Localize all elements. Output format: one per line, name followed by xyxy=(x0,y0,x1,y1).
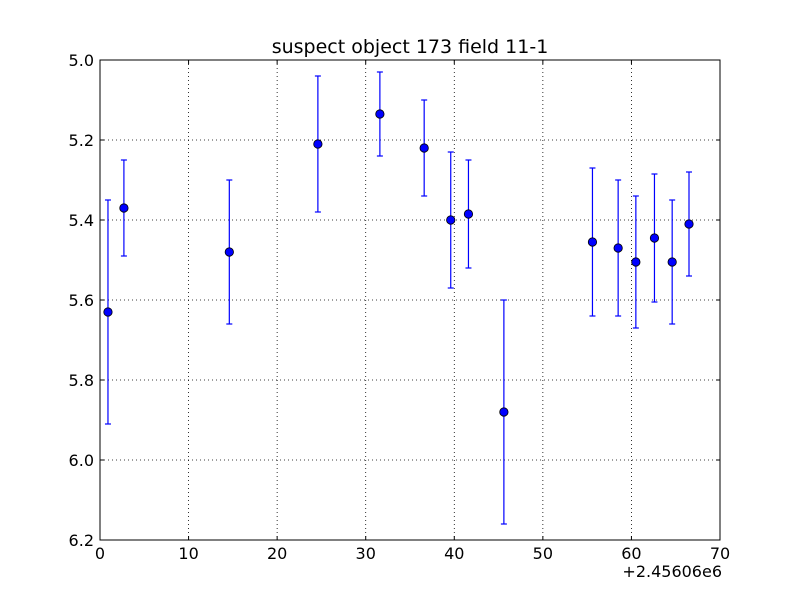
x-tick-label: 40 xyxy=(444,544,464,563)
y-tick-label: 5.8 xyxy=(69,371,94,390)
data-point xyxy=(313,139,323,149)
data-point xyxy=(446,215,456,225)
x-tick-label: 10 xyxy=(178,544,198,563)
x-tick-label: 0 xyxy=(95,544,105,563)
y-tick-label: 6.2 xyxy=(69,531,94,550)
data-point xyxy=(613,243,623,253)
y-tick-labels: 5.0 5.2 5.4 5.6 5.8 6.0 6.2 xyxy=(69,51,94,550)
data-point xyxy=(631,257,641,267)
ticks xyxy=(99,59,721,541)
data-point xyxy=(419,143,429,153)
data-point xyxy=(463,209,474,219)
grid xyxy=(100,60,720,540)
chart-title: suspect object 173 field 11-1 xyxy=(272,36,549,58)
x-tick-label: 60 xyxy=(621,544,641,563)
data-point xyxy=(224,247,234,257)
data-point xyxy=(119,203,129,213)
data-point xyxy=(587,237,598,247)
data-point xyxy=(499,407,509,417)
x-tick-label: 20 xyxy=(267,544,287,563)
data-points xyxy=(103,109,694,417)
x-tick-label: 30 xyxy=(356,544,376,563)
y-tick-label: 6.0 xyxy=(69,451,94,470)
data-point xyxy=(649,233,660,243)
data-point xyxy=(375,109,385,119)
y-tick-label: 5.6 xyxy=(69,291,94,310)
plot-area: 0 10 20 30 40 50 60 70 5.0 5.2 5.4 5.6 5.8 6.0 6.2 +2… xyxy=(69,51,731,581)
x-tick-label: 50 xyxy=(533,544,553,563)
y-tick-label: 5.4 xyxy=(69,211,94,230)
x-tick-label: 70 xyxy=(710,544,730,563)
x-axis-offset-label: +2.45606e6 xyxy=(622,562,722,581)
y-tick-label: 5.0 xyxy=(69,51,94,70)
x-tick-labels: 0 10 20 30 40 50 60 70 xyxy=(95,544,730,563)
data-point xyxy=(684,219,694,229)
data-point xyxy=(103,307,113,317)
y-tick-label: 5.2 xyxy=(69,131,94,150)
data-point xyxy=(667,257,677,267)
